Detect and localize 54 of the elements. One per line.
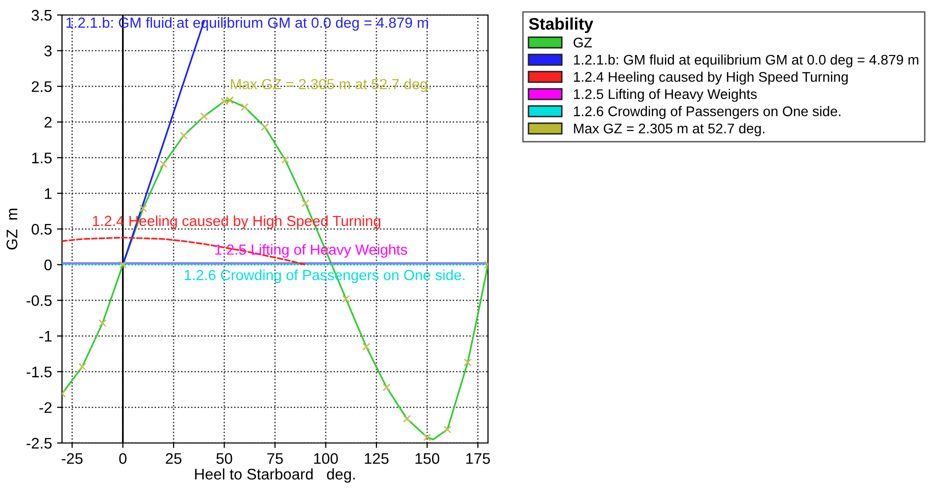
x-tick-label: 125 xyxy=(364,453,389,464)
x-tick-label: 150 xyxy=(416,453,440,464)
y-tick-label: 0.5 xyxy=(32,224,52,235)
point xyxy=(464,358,472,366)
x-tick-label: -25 xyxy=(62,453,83,464)
point xyxy=(159,160,168,168)
legend-label: 1.2.4 Heeling caused by High Speed Turning xyxy=(574,72,848,85)
point xyxy=(98,319,107,328)
y-tick-label: -2.5 xyxy=(26,438,52,449)
point xyxy=(78,362,86,371)
point xyxy=(281,156,290,164)
legend-label: Max GZ = 2.305 m at 52.7 deg. xyxy=(574,123,764,136)
point xyxy=(443,425,452,434)
point xyxy=(200,112,208,120)
y-tick-label: 2 xyxy=(44,116,52,128)
y-tick-label: -1 xyxy=(39,331,52,342)
legend-label: 1.2.6 Crowding of Passengers on One side. xyxy=(574,106,840,119)
line-series xyxy=(62,236,306,266)
point xyxy=(342,294,350,303)
x-tick-label: 75 xyxy=(267,453,283,464)
y-tick-label: 0 xyxy=(44,260,52,270)
point xyxy=(118,260,127,269)
point xyxy=(240,103,249,111)
y-tick-label: -1.5 xyxy=(26,366,52,378)
legend-label: 1.2.5 Lifting of Heavy Weights xyxy=(574,88,757,102)
x-tick-label: 0 xyxy=(119,453,127,464)
x-tick-label: 25 xyxy=(166,453,182,464)
y-tick-label: 1 xyxy=(44,188,52,199)
legend-label: GZ xyxy=(574,38,592,48)
x-tick-label: 50 xyxy=(216,453,232,464)
x-axis-title: Heel to Starboard deg. xyxy=(195,468,355,483)
x-tick-label: 100 xyxy=(314,453,338,464)
y-tick-label: 3 xyxy=(44,46,52,56)
annotation: Max GZ = 2.305 m at 52.7 deg. xyxy=(230,78,431,92)
point xyxy=(301,199,310,208)
y-tick-label: 1.5 xyxy=(32,152,52,164)
y-tick-label: 3.5 xyxy=(32,10,52,21)
point xyxy=(220,97,228,106)
x-tick-label: 175 xyxy=(466,453,490,464)
y-tick-label: 2.5 xyxy=(32,81,52,92)
point xyxy=(423,433,432,442)
y-tick-label: -2 xyxy=(39,402,52,413)
legend-label: 1.2.1.b: GM fluid at equilibrium GM at 0.0 deg = 4.879 m xyxy=(574,54,918,68)
y-tick-label: -0.5 xyxy=(26,295,52,306)
point xyxy=(139,204,148,212)
point xyxy=(180,132,188,140)
point xyxy=(382,383,391,392)
point xyxy=(260,123,269,131)
legend-title: Stability xyxy=(528,18,594,34)
point xyxy=(362,342,370,351)
point xyxy=(402,414,411,423)
point xyxy=(226,96,234,104)
line-series xyxy=(62,99,488,440)
y-axis-title: GZ m xyxy=(6,208,18,250)
